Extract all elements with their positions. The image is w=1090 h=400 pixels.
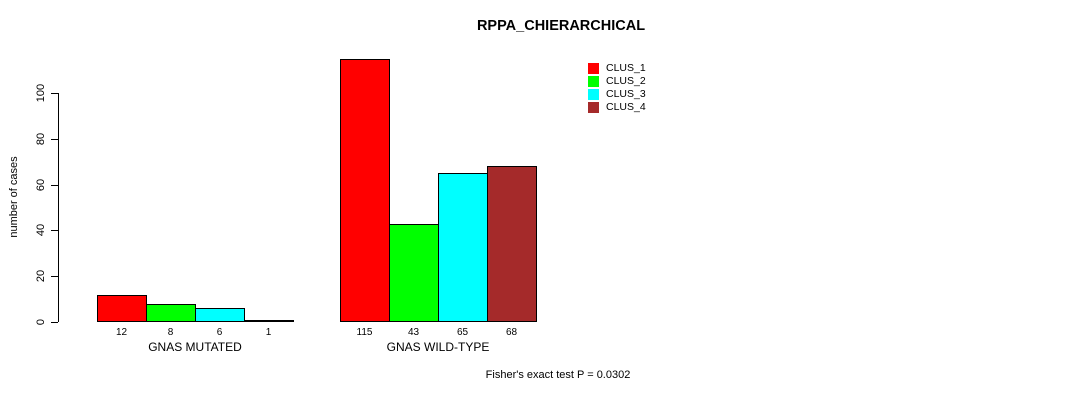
- bar-value-label: 1: [265, 327, 272, 338]
- legend-swatch-clus-3: [588, 89, 599, 100]
- x-axis-group-label: GNAS WILD-TYPE: [386, 340, 490, 354]
- legend-item: CLUS_1: [588, 62, 646, 75]
- bar-value-label: 6: [216, 327, 223, 338]
- legend-item: CLUS_4: [588, 101, 646, 114]
- legend-label: CLUS_1: [606, 62, 646, 74]
- y-axis-tick-label: 60: [35, 178, 47, 191]
- legend-item: CLUS_2: [588, 75, 646, 88]
- legend-item: CLUS_3: [588, 88, 646, 101]
- y-axis-tick: [51, 276, 58, 278]
- y-axis-tick-label: 80: [35, 132, 47, 145]
- y-axis-tick-label: 20: [35, 270, 47, 283]
- bar-gnas-mutated-clus-3: [195, 308, 245, 322]
- legend-swatch-clus-2: [588, 76, 599, 87]
- bar-value-label: 115: [356, 327, 373, 338]
- y-axis-tick: [51, 93, 58, 94]
- y-axis-tick: [51, 184, 58, 186]
- bar-gnas-wild-type-clus-1: [340, 59, 390, 322]
- bar-gnas-mutated-clus-4: [244, 320, 294, 322]
- y-axis-tick: [51, 322, 58, 323]
- fisher-test-note: Fisher's exact test P = 0.0302: [485, 369, 631, 381]
- y-axis-line: [58, 93, 59, 322]
- legend-label: CLUS_4: [606, 101, 646, 113]
- y-axis-tick: [51, 230, 58, 232]
- legend-label: CLUS_3: [606, 88, 646, 100]
- bar-gnas-mutated-clus-2: [146, 304, 196, 322]
- y-axis-tick-label: 0: [35, 318, 47, 326]
- y-axis-tick: [51, 138, 58, 140]
- legend-swatch-clus-1: [588, 63, 599, 74]
- bar-value-label: 12: [115, 327, 128, 338]
- bar-gnas-wild-type-clus-3: [438, 173, 488, 322]
- chart-title: RPPA_CHIERARCHICAL: [476, 18, 646, 34]
- bar-gnas-wild-type-clus-4: [487, 166, 537, 322]
- y-axis-label: number of cases: [8, 156, 20, 238]
- bar-value-label: 43: [407, 327, 420, 338]
- x-axis-group-label: GNAS MUTATED: [148, 340, 242, 354]
- bar-gnas-mutated-clus-1: [97, 295, 147, 322]
- y-axis-tick-label: 40: [35, 224, 47, 237]
- bar-value-label: 8: [167, 327, 174, 338]
- legend-label: CLUS_2: [606, 75, 646, 87]
- bar-value-label: 68: [505, 327, 518, 338]
- bar-gnas-wild-type-clus-2: [389, 224, 439, 322]
- legend-swatch-clus-4: [588, 102, 599, 113]
- legend: CLUS_1 CLUS_2 CLUS_3 CLUS_4: [588, 62, 646, 114]
- y-axis-tick-label: 100: [35, 83, 47, 103]
- bar-value-label: 65: [456, 327, 469, 338]
